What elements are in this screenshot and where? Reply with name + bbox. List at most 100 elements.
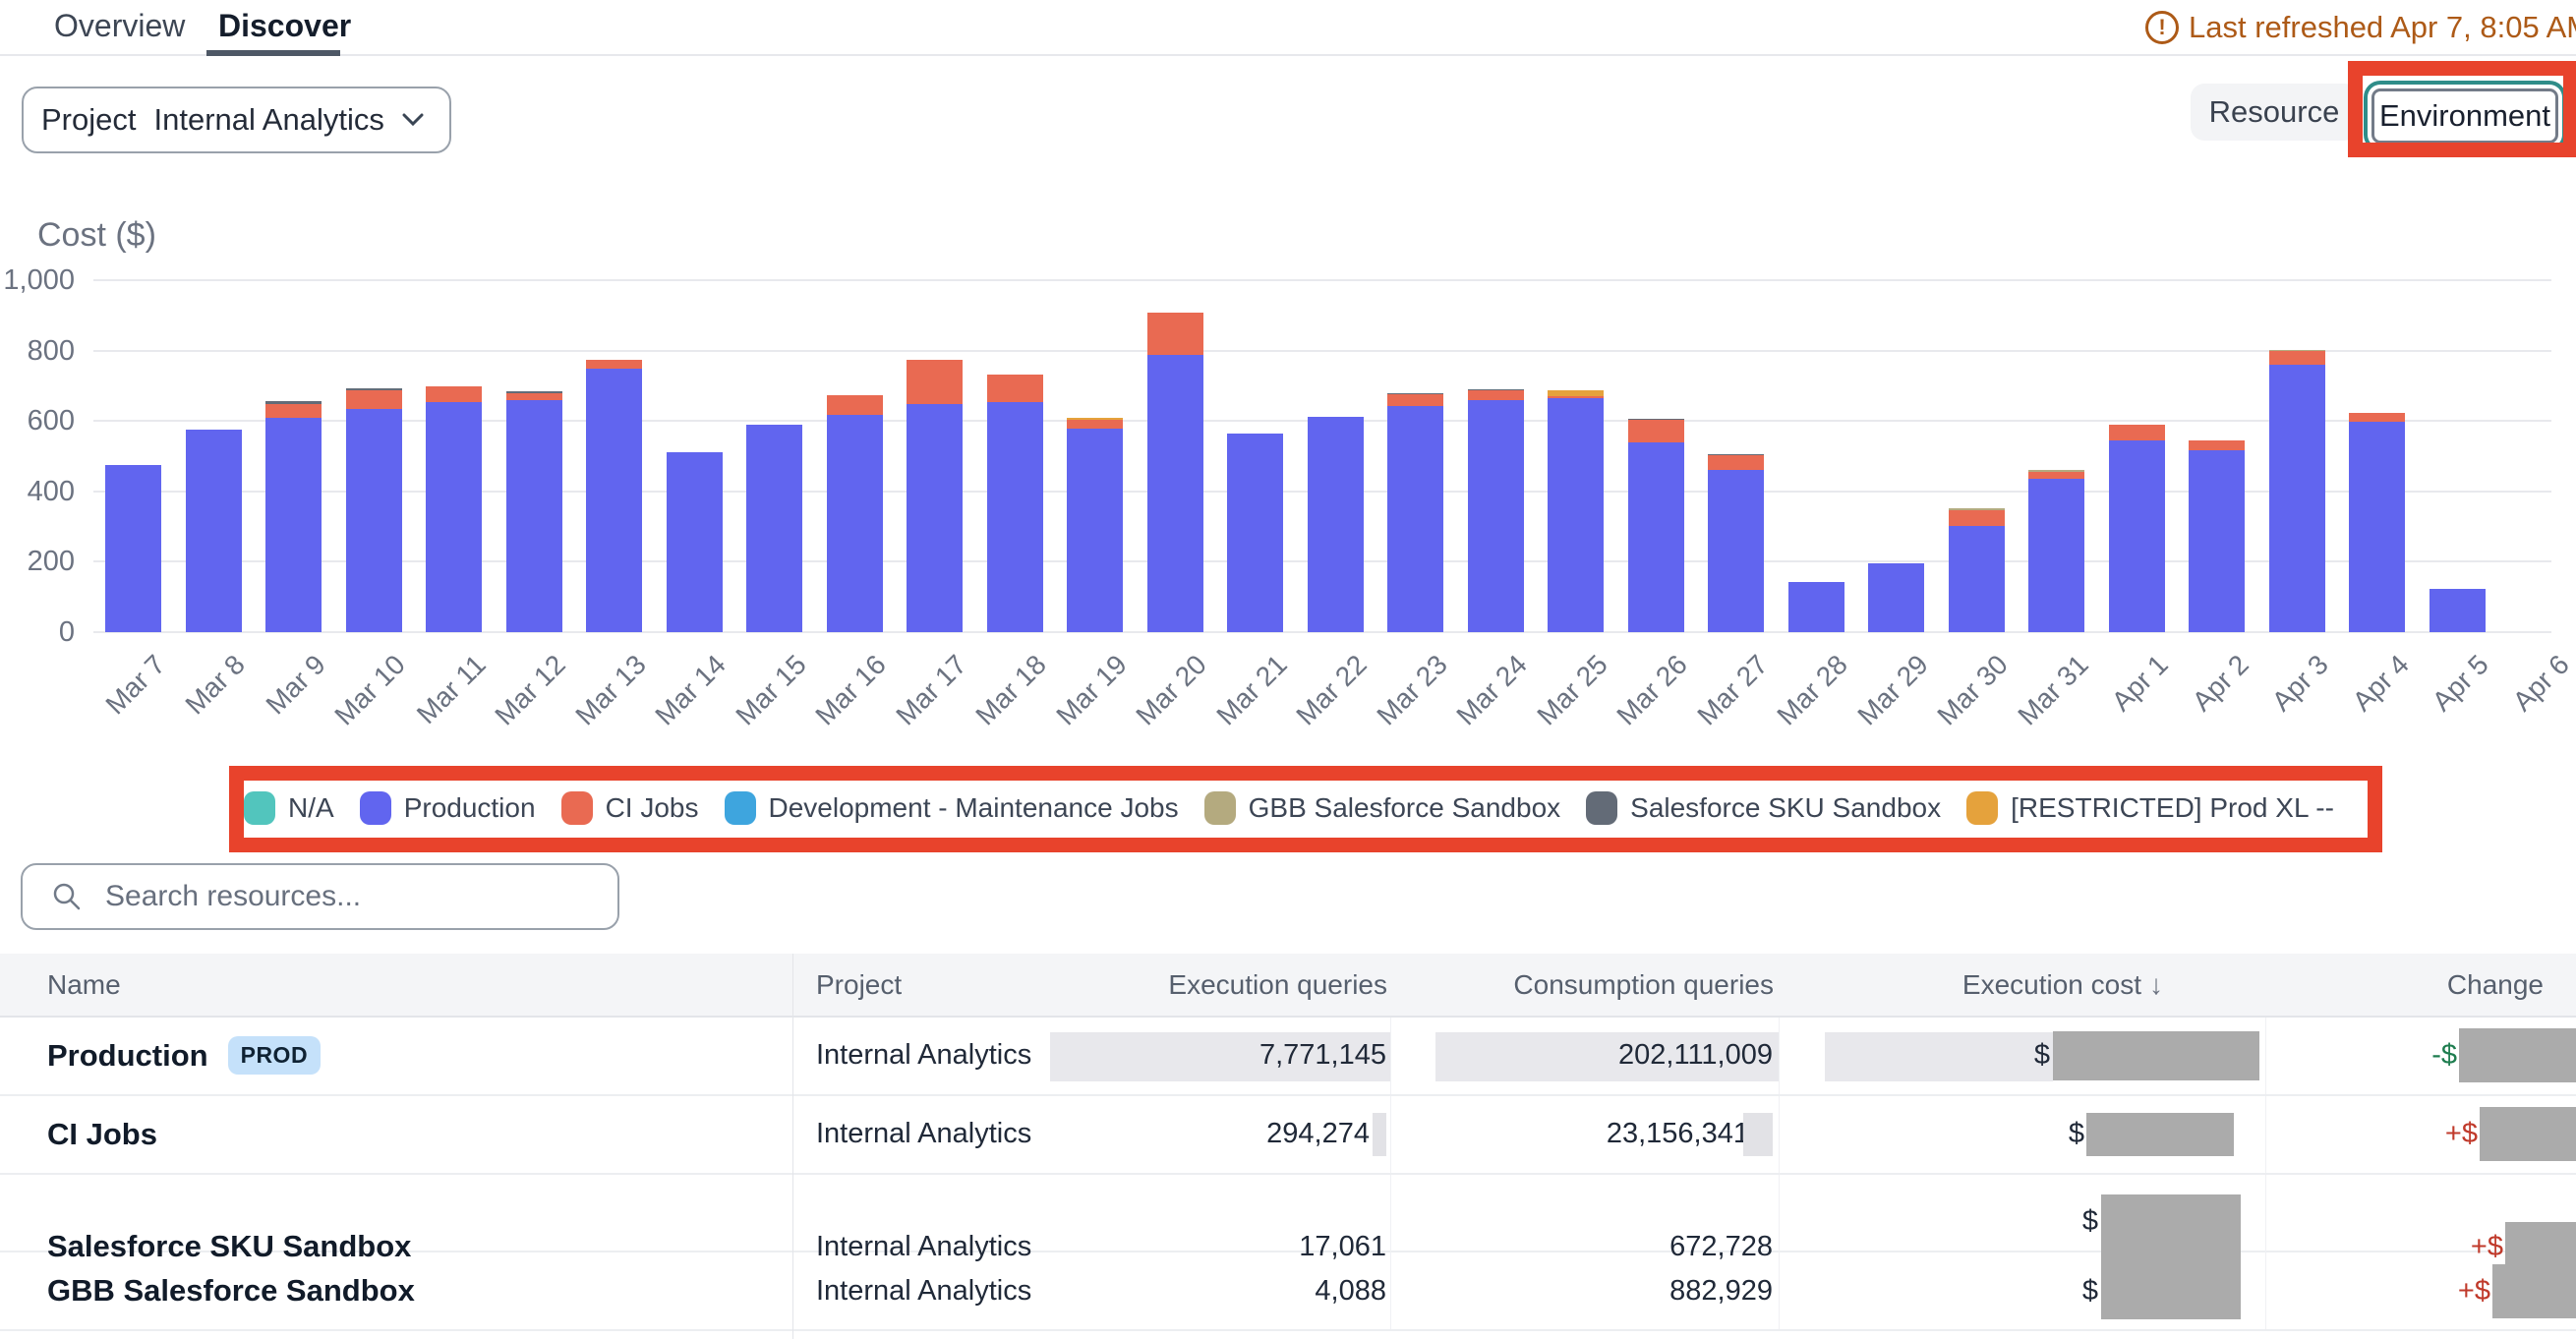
- legend-item[interactable]: Salesforce SKU Sandbox: [1586, 791, 1941, 825]
- search-input[interactable]: Search resources...: [21, 863, 619, 930]
- group-by-environment-button[interactable]: Environment: [2371, 88, 2558, 144]
- stacked-bar-mar-28[interactable]: [1787, 582, 1844, 632]
- stacked-bar-mar-21[interactable]: [1227, 433, 1284, 632]
- bar-segment: [826, 395, 883, 415]
- stacked-bar-mar-29[interactable]: [1868, 563, 1925, 632]
- stacked-bar-mar-18[interactable]: [986, 374, 1043, 632]
- gridline: [93, 279, 2551, 281]
- redaction-box: [2086, 1112, 2234, 1156]
- change-value: +$: [2266, 1096, 2576, 1173]
- column-header-name[interactable]: Name: [47, 968, 121, 1000]
- bar-segment: [1067, 417, 1124, 421]
- stacked-bar-mar-26[interactable]: [1627, 418, 1684, 632]
- project-value: Internal Analytics: [816, 1230, 1032, 1262]
- chart-title: Cost ($): [37, 216, 156, 254]
- tab-discover[interactable]: Discover: [218, 8, 352, 43]
- bar-segment: [986, 374, 1043, 402]
- stacked-bar-mar-12[interactable]: [505, 390, 562, 632]
- table-row[interactable]: Salesforce SKU Sandbox Internal Analytic…: [0, 1174, 2576, 1319]
- bar-segment: [2028, 470, 2085, 473]
- stacked-bar-mar-14[interactable]: [666, 451, 723, 632]
- column-header-change[interactable]: Change: [2446, 968, 2544, 1000]
- column-header-consumption-queries[interactable]: Consumption queries: [1513, 968, 1774, 1000]
- bar-segment: [1708, 455, 1765, 470]
- bar-segment: [586, 360, 643, 370]
- table-row[interactable]: CI Jobs Internal Analytics 294,274 23,15…: [0, 1095, 2576, 1175]
- legend-item[interactable]: GBB Salesforce Sandbox: [1203, 791, 1560, 825]
- change-value: +$: [2266, 1175, 2576, 1319]
- table-row[interactable]: Production PROD Internal Analytics 7,771…: [0, 1018, 2576, 1096]
- execution-cost-value: $: [1780, 1095, 2266, 1173]
- project-filter-value: Internal Analytics: [153, 102, 384, 137]
- stacked-bar-apr-1[interactable]: [2108, 424, 2165, 632]
- legend-swatch: [1966, 791, 1999, 825]
- bar-segment: [986, 401, 1043, 632]
- stacked-bar-mar-7[interactable]: [105, 464, 162, 632]
- bar-segment: [2349, 412, 2406, 422]
- bar-segment: [2028, 472, 2085, 480]
- execution-queries-value: 294,274: [1101, 1095, 1391, 1173]
- legend-swatch: [724, 791, 756, 825]
- consumption-queries-value: 202,111,009: [1391, 1018, 1780, 1094]
- stacked-bar-apr-3[interactable]: [2268, 349, 2325, 632]
- bar-segment: [105, 464, 162, 632]
- y-axis-tick-label: 400: [27, 475, 75, 507]
- legend-item[interactable]: CI Jobs: [560, 791, 699, 825]
- stacked-bar-mar-27[interactable]: [1708, 454, 1765, 632]
- column-header-execution-cost[interactable]: Execution cost ↓: [1961, 968, 2163, 1000]
- bar-segment: [2268, 364, 2325, 632]
- redaction-stub: [1743, 1112, 1773, 1156]
- consumption-queries-value: 882,929: [1391, 1252, 1780, 1329]
- prod-badge: PROD: [227, 1036, 322, 1076]
- legend-swatch: [359, 791, 391, 825]
- stacked-bar-mar-8[interactable]: [185, 430, 242, 632]
- bar-segment: [426, 386, 483, 402]
- stacked-bar-mar-17[interactable]: [907, 360, 964, 632]
- stacked-bar-mar-20[interactable]: [1146, 312, 1203, 632]
- stacked-bar-mar-31[interactable]: [2028, 470, 2085, 632]
- stacked-bar-mar-30[interactable]: [1948, 508, 2005, 632]
- bar-segment: [826, 414, 883, 632]
- bar-segment: [265, 418, 322, 632]
- stacked-bar-mar-25[interactable]: [1548, 389, 1605, 632]
- stacked-bar-mar-16[interactable]: [826, 395, 883, 632]
- bar-segment: [505, 390, 562, 393]
- legend-item[interactable]: Development - Maintenance Jobs: [724, 791, 1179, 825]
- redaction-box: [2480, 1107, 2576, 1162]
- project-value: Internal Analytics: [816, 1118, 1032, 1150]
- column-header-execution-queries[interactable]: Execution queries: [1168, 968, 1387, 1000]
- column-header-project[interactable]: Project: [816, 968, 903, 1000]
- legend-item[interactable]: [RESTRICTED] Prod XL -- Full-Refresh job…: [1966, 791, 2338, 825]
- bar-segment: [746, 425, 803, 632]
- tab-overview[interactable]: Overview: [54, 8, 186, 43]
- bar-segment: [2429, 589, 2486, 632]
- stacked-bar-apr-2[interactable]: [2189, 439, 2246, 632]
- project-filter-label: Project: [41, 102, 137, 137]
- stacked-bar-mar-22[interactable]: [1307, 416, 1364, 632]
- stacked-bar-mar-11[interactable]: [426, 386, 483, 632]
- stacked-bar-mar-19[interactable]: [1067, 417, 1124, 632]
- stacked-bar-mar-24[interactable]: [1467, 388, 1524, 632]
- gridline: [93, 349, 2551, 352]
- bar-segment: [1307, 416, 1364, 632]
- stacked-bar-apr-4[interactable]: [2349, 412, 2406, 632]
- stacked-bar-mar-10[interactable]: [345, 387, 402, 632]
- bar-segment: [1146, 354, 1203, 632]
- legend-item[interactable]: N/A: [244, 791, 334, 825]
- stacked-bar-mar-9[interactable]: [265, 401, 322, 632]
- stacked-bar-mar-23[interactable]: [1387, 393, 1444, 632]
- bar-segment: [1708, 469, 1765, 632]
- stacked-bar-mar-13[interactable]: [586, 360, 643, 632]
- stacked-bar-mar-15[interactable]: [746, 425, 803, 632]
- legend-swatch: [244, 791, 275, 825]
- project-filter-dropdown[interactable]: Project Internal Analytics: [22, 87, 451, 153]
- table-header-row: Name Project Execution queries Consumpti…: [0, 954, 2576, 1018]
- bar-segment: [1067, 420, 1124, 430]
- legend-swatch: [1586, 791, 1618, 825]
- warning-icon: !: [2145, 11, 2179, 44]
- stacked-bar-apr-5[interactable]: [2429, 589, 2486, 632]
- group-by-resource-button[interactable]: Resource: [2191, 84, 2358, 141]
- bar-segment: [345, 387, 402, 391]
- legend-item[interactable]: Production: [359, 791, 536, 825]
- search-placeholder: Search resources...: [105, 880, 362, 912]
